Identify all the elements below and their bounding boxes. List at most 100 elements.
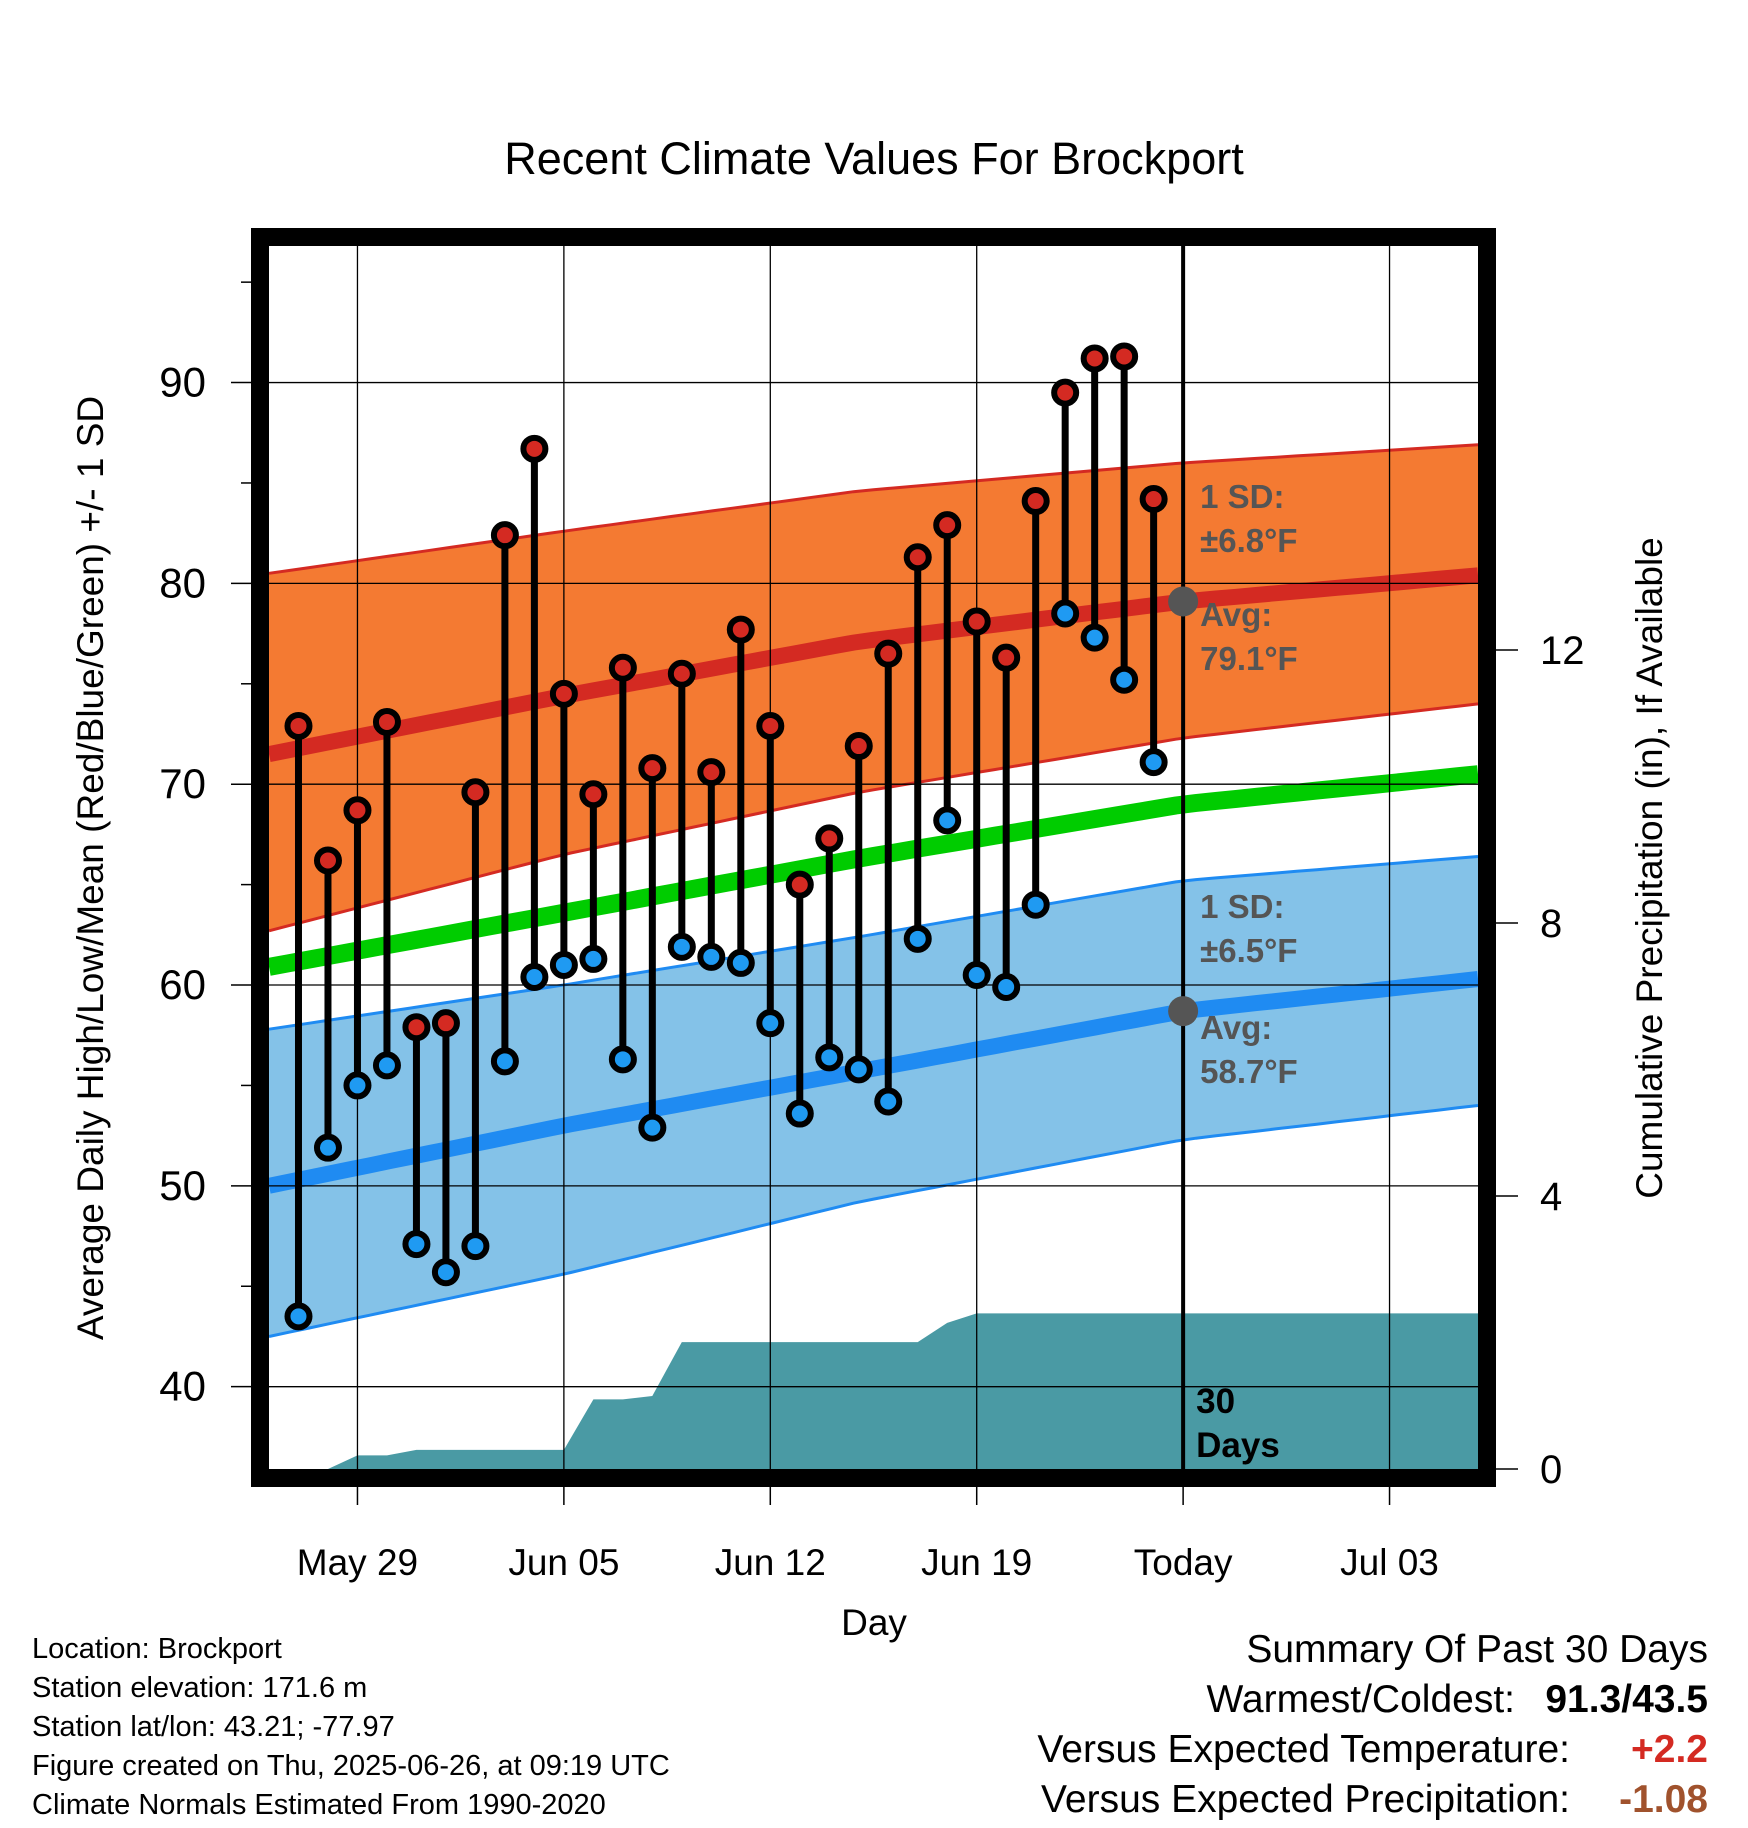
plot-border	[251, 228, 1496, 1487]
high-avg-value: 79.1°F	[1200, 640, 1298, 677]
low-temp-dot	[815, 1043, 844, 1072]
high-mean-line	[267, 567, 1479, 762]
high-temp-dot	[549, 679, 578, 708]
y-tick-label: 50	[159, 1162, 206, 1209]
y-tick-label: 60	[159, 961, 206, 1008]
summary-title: Summary Of Past 30 Days	[1246, 1628, 1708, 1671]
high-temp-dot	[756, 711, 785, 740]
low-temp-dot	[638, 1113, 667, 1142]
high-sd-label: 1 SD:	[1200, 478, 1284, 515]
x-tick-label: Jun 19	[921, 1542, 1032, 1583]
low-temp-dot	[933, 806, 962, 835]
meta-elevation: Station elevation: 171.6 m	[32, 1672, 368, 1704]
low-temp-dot	[874, 1087, 903, 1116]
high-sd-band	[269, 444, 1478, 931]
low-temp-dot	[756, 1009, 785, 1038]
x-tick-label: May 29	[297, 1542, 418, 1583]
meta-location: Location: Brockport	[32, 1633, 282, 1665]
low-temp-dot	[431, 1258, 460, 1287]
y2-tick-label: 8	[1540, 902, 1562, 946]
low-avg-value: 58.7°F	[1200, 1053, 1298, 1090]
high-temp-dot	[461, 778, 490, 807]
low-temp-dot	[667, 932, 696, 961]
low-temp-dot	[549, 950, 578, 979]
station-metadata: Location: Brockport Station elevation: 1…	[32, 1630, 670, 1825]
high-temp-dot	[1021, 487, 1050, 516]
low-temp-dot	[520, 962, 549, 991]
warm-cold-value: 91.3/43.5	[1545, 1678, 1708, 1721]
precip-area	[269, 1313, 1478, 1469]
summary-temp: Versus Expected Temperature: +2.2	[1037, 1725, 1708, 1775]
summary-warm-cold: Warmest/Coldest: 91.3/43.5	[1037, 1675, 1708, 1725]
temp-anomaly-label: Versus Expected Temperature:	[1037, 1728, 1570, 1771]
summary-panel: Summary Of Past 30 Days Warmest/Coldest:…	[1037, 1625, 1708, 1825]
high-temp-dot	[520, 434, 549, 463]
high-temp-dot	[284, 711, 313, 740]
high-temp-dot	[431, 1009, 460, 1038]
high-temp-dot	[962, 607, 991, 636]
y-tick-label: 80	[159, 559, 206, 606]
low-temp-dot	[903, 924, 932, 953]
high-temp-dot	[1110, 342, 1139, 371]
high-temp-dot	[785, 870, 814, 899]
low-temp-dot	[490, 1047, 519, 1076]
high-sd-upper-edge	[268, 443, 1479, 575]
low-temp-dot	[1051, 599, 1080, 628]
low-temp-dot	[992, 973, 1021, 1002]
high-temp-dot	[844, 732, 873, 761]
low-avg-today-dot	[1168, 996, 1199, 1027]
low-temp-dot	[608, 1045, 637, 1074]
low-avg-label: Avg:	[1200, 1009, 1272, 1046]
high-temp-dot	[490, 521, 519, 550]
x-tick-label: Jun 12	[715, 1542, 826, 1583]
low-temp-dot	[1080, 623, 1109, 652]
high-temp-dot	[608, 653, 637, 682]
high-temp-dot	[903, 543, 932, 572]
meta-normals: Climate Normals Estimated From 1990-2020	[32, 1789, 606, 1821]
high-avg-today-dot	[1168, 586, 1199, 617]
low-mean-line	[267, 971, 1479, 1194]
precip-anomaly-label: Versus Expected Precipitation:	[1041, 1778, 1570, 1821]
low-temp-dot	[284, 1302, 313, 1331]
daily-range-stems	[294, 356, 1158, 1317]
y-axis-title: Average Daily High/Low/Mean (Red/Blue/Gr…	[70, 396, 111, 1340]
y-tick-label: 90	[159, 359, 206, 406]
high-temp-dot	[815, 824, 844, 853]
plot-frame	[251, 228, 1496, 1487]
low-temp-dot	[402, 1230, 431, 1259]
low-temp-dot	[343, 1071, 372, 1100]
meta-created: Figure created on Thu, 2025-06-26, at 09…	[32, 1750, 670, 1782]
low-temp-dot	[785, 1099, 814, 1128]
low-sd-value: ±6.5°F	[1200, 932, 1297, 969]
low-temp-dot	[726, 948, 755, 977]
daily-dots	[284, 342, 1168, 1331]
y-tick-label: 40	[159, 1363, 206, 1410]
low-sd-lower-edge	[268, 1104, 1479, 1338]
temp-anomaly-value: +2.2	[1631, 1728, 1708, 1771]
warm-cold-label: Warmest/Coldest:	[1206, 1678, 1515, 1721]
y2-tick-label: 12	[1540, 629, 1585, 673]
avg-mean-line	[267, 765, 1479, 976]
low-temp-dot	[461, 1232, 490, 1261]
low-temp-dot	[962, 960, 991, 989]
precip-anomaly-value: -1.08	[1619, 1778, 1708, 1821]
high-temp-dot	[1139, 485, 1168, 514]
x-tick-label: Today	[1134, 1542, 1233, 1583]
summary-precip: Versus Expected Precipitation: -1.08	[1037, 1775, 1708, 1825]
x-tick-label: Jun 05	[508, 1542, 619, 1583]
high-temp-dot	[1080, 344, 1109, 373]
high-temp-dot	[1051, 378, 1080, 407]
low-temp-dot	[1139, 748, 1168, 777]
high-sd-lower-edge	[268, 702, 1479, 933]
high-temp-dot	[697, 758, 726, 787]
high-temp-dot	[402, 1013, 431, 1042]
meta-latlon: Station lat/lon: 43.21; -77.97	[32, 1711, 395, 1743]
high-temp-dot	[726, 615, 755, 644]
high-sd-value: ±6.8°F	[1200, 522, 1297, 559]
high-avg-label: Avg:	[1200, 596, 1272, 633]
y2-tick-label: 0	[1540, 1448, 1562, 1492]
low-temp-dot	[697, 942, 726, 971]
period-unit: Days	[1196, 1426, 1280, 1465]
period-number: 30	[1196, 1382, 1235, 1421]
